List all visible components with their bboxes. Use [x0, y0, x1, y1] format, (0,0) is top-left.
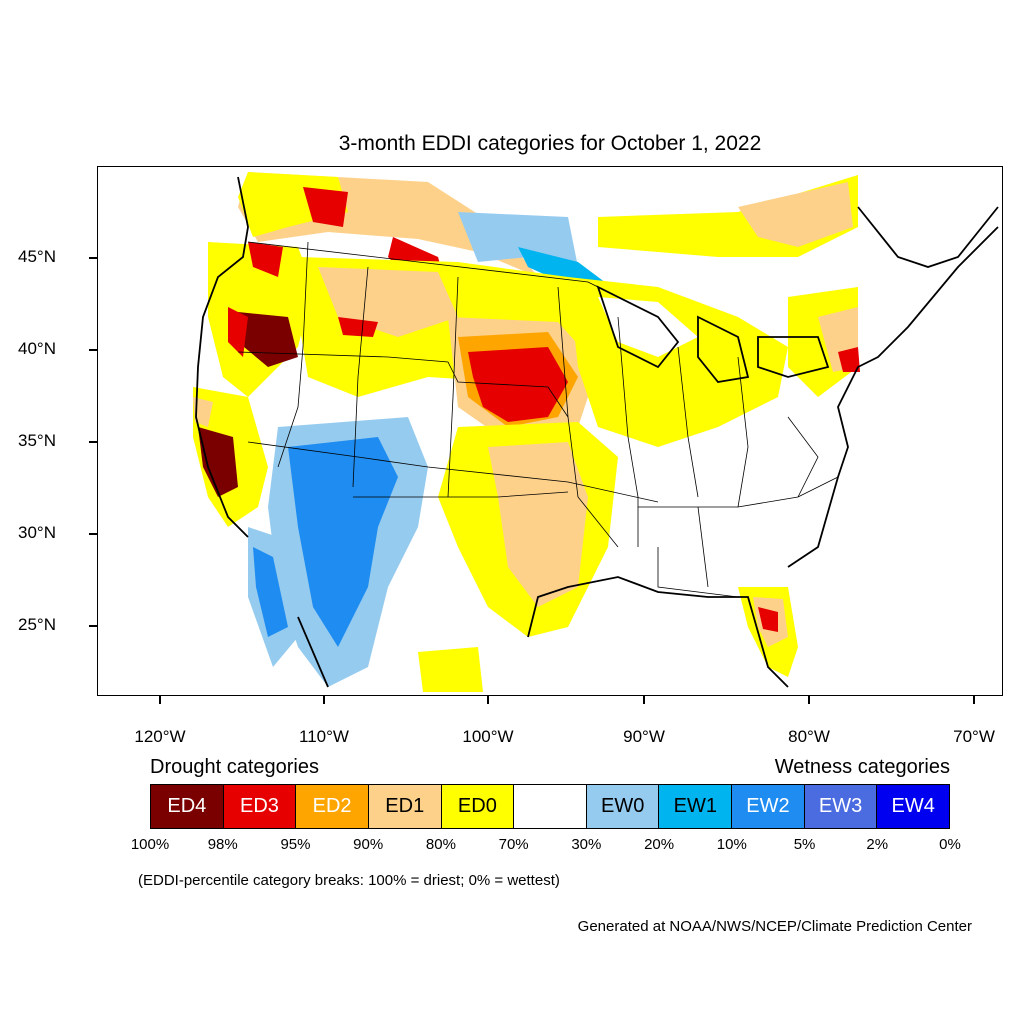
legend-cell-neutral	[514, 785, 587, 828]
credit-line: Generated at NOAA/NWS/NCEP/Climate Predi…	[577, 918, 972, 935]
legend-cell-ew4: EW4	[877, 785, 950, 828]
map-title: 3-month EDDI categories for October 1, 2…	[338, 132, 762, 155]
lat-tick-45	[89, 257, 97, 259]
legend-color-bar: ED4 ED3 ED2 ED1 ED0 EW0 EW1 EW2 EW3 EW4	[150, 784, 950, 829]
wetness-heading: Wetness categories	[774, 756, 950, 778]
legend-cell-ew1: EW1	[659, 785, 733, 828]
lon-label-120: 120°W	[134, 727, 186, 746]
legend-cell-ew2: EW2	[732, 785, 805, 828]
lat-tick-25	[89, 625, 97, 627]
percent-break: 100%	[130, 836, 170, 853]
lat-tick-40	[89, 349, 97, 351]
lat-tick-30	[89, 533, 97, 535]
lat-label-30: 30°N	[18, 523, 56, 542]
lon-label-80: 80°W	[788, 727, 830, 746]
legend-cell-ed4: ED4	[151, 785, 224, 828]
percent-break: 98%	[207, 836, 238, 853]
lon-tick-120	[159, 696, 161, 704]
lon-tick-100	[487, 696, 489, 704]
percent-break: 10%	[716, 836, 747, 853]
percent-break: 20%	[644, 836, 675, 853]
lon-tick-90	[643, 696, 645, 704]
lat-label-40: 40°N	[18, 339, 56, 358]
legend-cell-ed3: ED3	[223, 785, 297, 828]
percent-break: 2%	[866, 836, 889, 853]
lon-tick-110	[323, 696, 325, 704]
percent-break: 70%	[498, 836, 529, 853]
legend-cell-ed1: ED1	[368, 785, 442, 828]
lon-label-90: 90°W	[623, 727, 665, 746]
eddi-map-canvas	[193, 172, 999, 692]
percent-break: 95%	[280, 836, 311, 853]
lat-label-25: 25°N	[18, 615, 56, 634]
lat-label-35: 35°N	[18, 431, 56, 450]
percent-break: 0%	[939, 836, 961, 853]
drought-heading: Drought categories	[150, 756, 319, 778]
legend-cell-ed2: ED2	[296, 785, 369, 828]
lon-tick-80	[808, 696, 810, 704]
lat-label-45: 45°N	[18, 247, 56, 266]
percent-break: 30%	[571, 836, 602, 853]
eddi-map	[97, 166, 1003, 696]
percent-break: 80%	[425, 836, 456, 853]
percent-break: 5%	[793, 836, 816, 853]
lat-tick-35	[89, 441, 97, 443]
lon-label-100: 100°W	[462, 727, 514, 746]
legend-cell-ew3: EW3	[804, 785, 878, 828]
lon-label-70: 70°W	[953, 727, 995, 746]
lon-label-110: 110°W	[299, 727, 349, 746]
legend-cell-ed0: ED0	[441, 785, 515, 828]
category-note: (EDDI-percentile category breaks: 100% =…	[138, 872, 560, 889]
legend-cell-ew0: EW0	[586, 785, 660, 828]
percent-break: 90%	[353, 836, 384, 853]
lon-tick-70	[973, 696, 975, 704]
